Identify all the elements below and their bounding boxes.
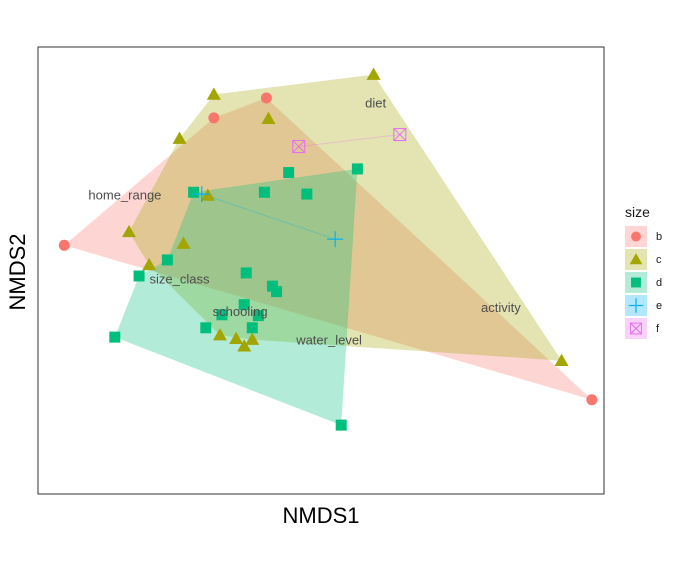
legend-symbol-e: [628, 298, 644, 313]
point-d: [238, 299, 250, 311]
legend-label: b: [656, 231, 662, 243]
point-d: [301, 188, 313, 200]
point-f: [292, 140, 306, 154]
legend-label: e: [656, 300, 662, 312]
point-c: [142, 258, 157, 271]
point-c: [172, 131, 187, 144]
point-c: [229, 331, 244, 345]
point-d: [258, 186, 270, 198]
point-c: [176, 236, 191, 249]
point-d: [271, 286, 283, 298]
point-d: [246, 322, 258, 334]
point-d: [161, 254, 173, 266]
point-d: [109, 331, 121, 343]
legend-item-c: c: [625, 249, 662, 270]
hull-b: [64, 98, 592, 400]
legend-item-b: b: [625, 226, 662, 247]
legend-symbol-b: [631, 231, 641, 242]
variable-label: home_range: [88, 187, 161, 202]
legend-label: f: [656, 323, 660, 335]
legend-symbol-c: [629, 253, 643, 265]
points-layer: [58, 67, 598, 431]
variable-label: water_level: [295, 333, 362, 348]
point-d: [283, 167, 295, 179]
point-b: [586, 394, 598, 406]
legend-symbol-f: [630, 322, 642, 335]
point-d: [240, 267, 252, 279]
hull-e: [201, 193, 336, 240]
hull-layer: [64, 74, 592, 426]
point-d: [200, 322, 212, 334]
hull-d: [114, 168, 358, 426]
point-d: [188, 186, 200, 198]
point-e: [327, 231, 344, 248]
variable-label: diet: [365, 95, 386, 110]
point-c: [366, 67, 381, 80]
point-c: [261, 111, 276, 124]
legend-symbol-d: [631, 277, 641, 288]
point-b: [58, 239, 70, 251]
legend-label: c: [656, 254, 662, 266]
hull-f: [298, 134, 400, 148]
point-e: [193, 186, 210, 203]
point-f: [393, 128, 407, 142]
variable-labels: diet home_range size_class schooling activit…: [88, 95, 521, 347]
legend-item-d: d: [625, 272, 662, 293]
point-c: [212, 328, 227, 341]
point-c: [237, 339, 252, 352]
point-d: [335, 419, 347, 431]
variable-label: schooling: [213, 304, 268, 319]
panel-border: [37, 46, 605, 495]
point-d: [216, 309, 228, 321]
point-d: [252, 310, 264, 322]
point-c: [554, 353, 569, 366]
legend-label: d: [656, 277, 662, 289]
legend-item-f: f: [625, 318, 660, 339]
y-axis-title: NMDS2: [5, 233, 30, 310]
point-b: [208, 112, 220, 124]
hull-c: [129, 74, 562, 361]
legend-title: size: [625, 204, 650, 220]
variable-label: activity: [481, 300, 521, 315]
point-d: [351, 163, 363, 175]
point-c: [245, 332, 260, 345]
point-d: [133, 270, 145, 282]
x-axis-title: NMDS1: [282, 503, 359, 528]
point-c: [206, 87, 221, 100]
panel-background: [38, 47, 604, 494]
point-c: [121, 224, 136, 238]
point-b: [260, 92, 272, 104]
legend-item-e: e: [625, 295, 662, 316]
variable-label: size_class: [150, 272, 210, 287]
